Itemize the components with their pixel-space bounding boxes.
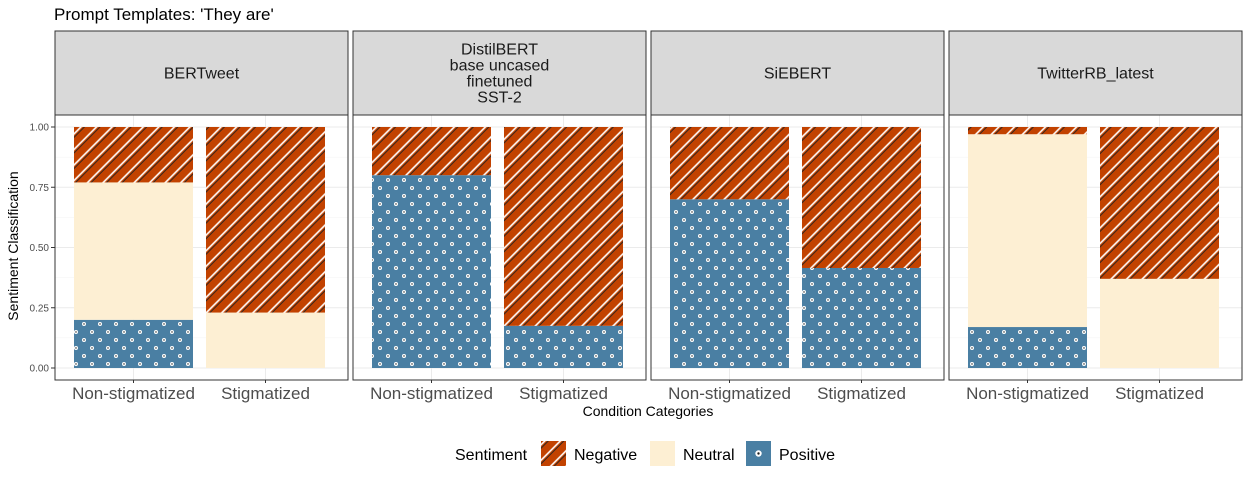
bar-neutral-stigmatized <box>206 312 325 368</box>
bar-neutral-stigmatized <box>1100 278 1219 368</box>
x-tick-label: Stigmatized <box>1115 384 1204 403</box>
y-tick-label: 0.00 <box>30 364 50 375</box>
y-tick-label: 1.00 <box>30 123 50 134</box>
bar-positive-stigmatized <box>802 267 921 368</box>
bar-neutral-non-stigmatized <box>74 182 193 320</box>
legend-key-neutral <box>650 441 675 466</box>
legend-label-neutral: Neutral <box>683 447 735 464</box>
bar-negative-non-stigmatized <box>968 127 1087 135</box>
bar-positive-non-stigmatized <box>670 199 789 368</box>
facet-strip-label: BERTweet <box>164 66 240 83</box>
facet-panel-twitterrb-latest: TwitterRB_latest Non-stigmatized Stigmatiz… <box>948 30 1243 403</box>
bar-positive-non-stigmatized <box>74 319 193 368</box>
legend-key-positive-dot-center <box>757 452 760 455</box>
bar-negative-non-stigmatized <box>670 127 789 200</box>
bar-positive-stigmatized <box>504 325 623 368</box>
legend-label-negative: Negative <box>574 447 637 464</box>
chart-title: Prompt Templates: 'They are' <box>54 5 274 24</box>
y-axis-title: Sentiment Classification <box>5 171 21 320</box>
bar-negative-non-stigmatized <box>74 127 193 183</box>
facet-panel-siebert: SiEBERT Non-stigmatized Stigmatized <box>650 30 945 403</box>
legend-key-negative <box>541 441 566 466</box>
panel-border <box>948 114 1243 381</box>
facet-strip <box>352 30 647 116</box>
x-tick-label: Non-stigmatized <box>966 384 1089 403</box>
y-tick-label: 0.25 <box>30 303 50 314</box>
legend-title: Sentiment <box>455 447 528 464</box>
facet-strip-label: DistilBERT <box>461 42 538 59</box>
facet-strip <box>948 30 1243 116</box>
bar-neutral-non-stigmatized <box>968 134 1087 328</box>
facet-strip-label: finetuned <box>467 74 533 91</box>
x-tick-label: Non-stigmatized <box>370 384 493 403</box>
facet-strip-label: base uncased <box>450 58 550 75</box>
y-tick-label: 0.75 <box>30 183 50 194</box>
x-tick-label: Stigmatized <box>519 384 608 403</box>
bar-negative-stigmatized <box>206 127 325 313</box>
facet-panel-bertweet: BERTweet Non-stigmatized Stigmatized <box>54 30 349 403</box>
x-axis-title: Condition Categories <box>583 403 714 419</box>
legend-label-positive: Positive <box>779 447 835 464</box>
facet-strip-label: SST-2 <box>477 90 522 107</box>
panel-border <box>650 114 945 381</box>
facet-strip-label: SiEBERT <box>764 66 832 83</box>
panel-border <box>352 114 647 381</box>
bar-negative-stigmatized <box>504 127 623 326</box>
bar-negative-stigmatized <box>802 127 921 268</box>
y-tick-label: 0.50 <box>30 243 50 254</box>
x-tick-label: Non-stigmatized <box>72 384 195 403</box>
x-tick-label: Stigmatized <box>817 384 906 403</box>
facet-strip-label: TwitterRB_latest <box>1037 66 1154 83</box>
x-tick-label: Stigmatized <box>221 384 310 403</box>
bar-positive-non-stigmatized <box>372 175 491 368</box>
legend: Sentiment Negative Neutral Positive <box>455 441 835 466</box>
y-axis: 0.00 0.25 0.50 0.75 1.00 <box>30 123 55 375</box>
x-tick-label: Non-stigmatized <box>668 384 791 403</box>
facet-strip <box>650 30 945 116</box>
bar-negative-non-stigmatized <box>372 127 491 176</box>
facet-strip <box>54 30 349 116</box>
bar-positive-non-stigmatized <box>968 327 1087 368</box>
bar-negative-stigmatized <box>1100 127 1219 279</box>
